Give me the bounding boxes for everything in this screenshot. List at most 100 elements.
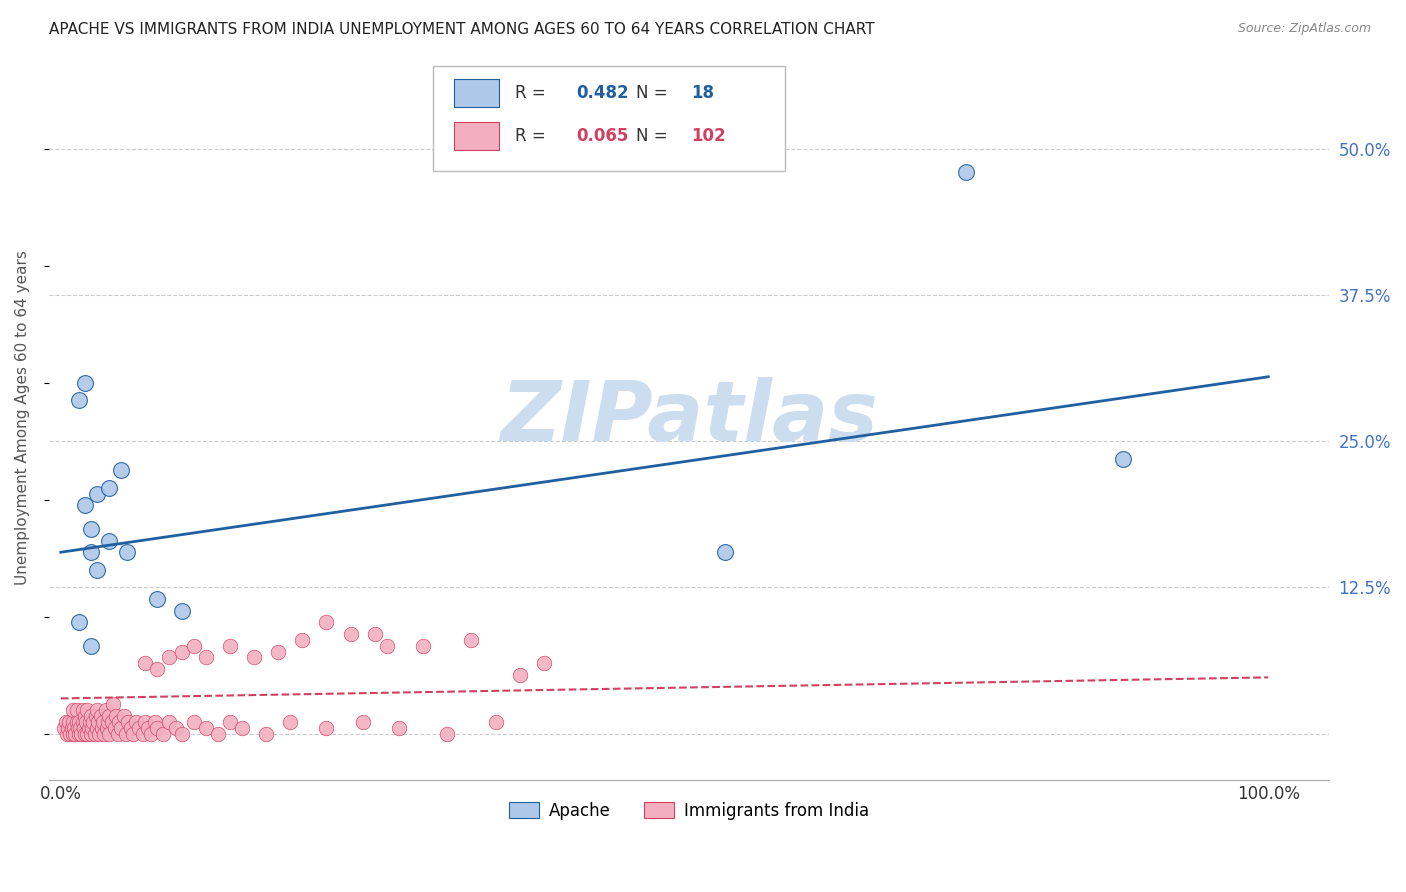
- Point: [72, 714, 94, 729]
- Point: [339, 627, 361, 641]
- Point: [90, 709, 112, 723]
- Point: [73, 709, 96, 723]
- Point: [63, 721, 86, 735]
- Point: [207, 726, 229, 740]
- Point: [100, 714, 122, 729]
- Point: [76, 703, 98, 717]
- Point: [60, 721, 83, 735]
- Point: [94, 703, 117, 717]
- Point: [80, 726, 103, 740]
- FancyBboxPatch shape: [433, 66, 785, 171]
- Point: [80, 639, 103, 653]
- Point: [267, 645, 290, 659]
- Point: [98, 709, 121, 723]
- Point: [86, 721, 108, 735]
- Point: [460, 632, 482, 647]
- Y-axis label: Unemployment Among Ages 60 to 64 years: Unemployment Among Ages 60 to 64 years: [15, 251, 30, 585]
- Text: 18: 18: [692, 84, 714, 102]
- Text: R =: R =: [515, 84, 551, 102]
- Point: [87, 714, 110, 729]
- Text: ZIPatlas: ZIPatlas: [499, 377, 877, 458]
- Point: [122, 726, 145, 740]
- Point: [69, 721, 91, 735]
- Point: [315, 615, 337, 630]
- Point: [183, 639, 205, 653]
- Point: [65, 714, 87, 729]
- Point: [73, 499, 96, 513]
- Point: [72, 703, 94, 717]
- Point: [65, 703, 87, 717]
- Point: [146, 592, 169, 607]
- Text: N =: N =: [637, 84, 673, 102]
- Point: [86, 487, 108, 501]
- Point: [141, 726, 163, 740]
- Point: [278, 714, 301, 729]
- Point: [117, 714, 139, 729]
- Point: [112, 709, 135, 723]
- Point: [218, 639, 240, 653]
- Point: [170, 604, 193, 618]
- Point: [484, 714, 506, 729]
- Point: [53, 721, 76, 735]
- Point: [104, 721, 127, 735]
- Point: [97, 714, 120, 729]
- Point: [194, 650, 217, 665]
- Point: [183, 714, 205, 729]
- Point: [98, 726, 121, 740]
- Point: [170, 726, 193, 740]
- Text: N =: N =: [637, 128, 673, 145]
- Legend: Apache, Immigrants from India: Apache, Immigrants from India: [502, 795, 876, 826]
- Point: [125, 714, 148, 729]
- Point: [231, 721, 253, 735]
- Point: [96, 721, 118, 735]
- Point: [107, 714, 129, 729]
- Point: [110, 463, 132, 477]
- Point: [62, 703, 84, 717]
- FancyBboxPatch shape: [454, 79, 499, 107]
- Point: [62, 726, 84, 740]
- Point: [955, 165, 977, 179]
- Point: [89, 726, 111, 740]
- Point: [364, 627, 387, 641]
- FancyBboxPatch shape: [454, 122, 499, 150]
- Point: [56, 721, 79, 735]
- Point: [194, 721, 217, 735]
- Point: [509, 668, 531, 682]
- Point: [93, 726, 115, 740]
- Point: [86, 563, 108, 577]
- Point: [115, 545, 138, 559]
- Point: [58, 714, 80, 729]
- Point: [152, 726, 174, 740]
- Text: R =: R =: [515, 128, 551, 145]
- Point: [62, 714, 84, 729]
- Point: [128, 721, 150, 735]
- Point: [86, 703, 108, 717]
- Text: 102: 102: [692, 128, 725, 145]
- Point: [59, 726, 82, 740]
- Point: [159, 714, 181, 729]
- Point: [82, 714, 104, 729]
- Point: [375, 639, 398, 653]
- Point: [73, 726, 96, 740]
- Point: [98, 481, 121, 495]
- Point: [412, 639, 434, 653]
- Point: [134, 657, 156, 671]
- Point: [170, 645, 193, 659]
- Text: 0.482: 0.482: [576, 84, 628, 102]
- Point: [67, 393, 90, 408]
- Point: [120, 721, 142, 735]
- Text: 0.065: 0.065: [576, 128, 628, 145]
- Point: [67, 714, 90, 729]
- Point: [165, 721, 187, 735]
- Point: [80, 709, 103, 723]
- Point: [65, 726, 87, 740]
- Point: [80, 522, 103, 536]
- Point: [82, 721, 104, 735]
- Point: [107, 726, 129, 740]
- Point: [110, 721, 132, 735]
- Point: [254, 726, 277, 740]
- Point: [67, 726, 90, 740]
- Point: [132, 726, 155, 740]
- Point: [76, 726, 98, 740]
- Point: [352, 714, 374, 729]
